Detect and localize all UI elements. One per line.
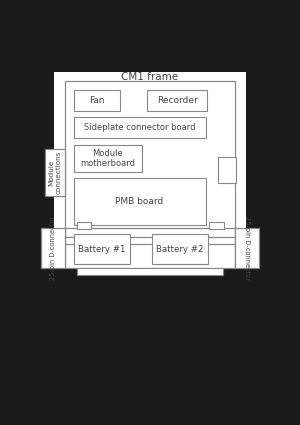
Bar <box>54 71 246 243</box>
Bar <box>218 157 236 182</box>
Bar <box>76 268 224 275</box>
Bar <box>209 222 224 229</box>
Bar <box>64 236 236 244</box>
Text: 25-pin D-connector: 25-pin D-connector <box>244 215 250 280</box>
Bar <box>64 227 236 268</box>
Bar <box>147 90 207 110</box>
Bar <box>45 150 65 196</box>
Text: Module
connections: Module connections <box>49 151 62 194</box>
Text: CM1 frame: CM1 frame <box>122 72 178 82</box>
Bar <box>152 234 208 264</box>
Bar <box>74 234 130 264</box>
Bar <box>235 227 259 268</box>
Text: 25-pin D-connector: 25-pin D-connector <box>50 215 56 280</box>
Bar <box>41 227 65 268</box>
Bar <box>74 117 206 138</box>
Text: Recorder: Recorder <box>157 96 197 105</box>
Bar <box>76 222 91 229</box>
Text: Fan: Fan <box>89 96 104 105</box>
Bar <box>74 90 120 110</box>
Text: Sideplate connector board: Sideplate connector board <box>84 123 195 132</box>
Bar <box>64 80 236 229</box>
Text: PMB board: PMB board <box>116 197 164 206</box>
Text: Module
motherboard: Module motherboard <box>80 149 135 168</box>
Bar <box>74 178 206 224</box>
Text: Battery #1: Battery #1 <box>78 245 125 254</box>
Text: Battery #2: Battery #2 <box>156 245 203 254</box>
Bar <box>74 145 142 172</box>
